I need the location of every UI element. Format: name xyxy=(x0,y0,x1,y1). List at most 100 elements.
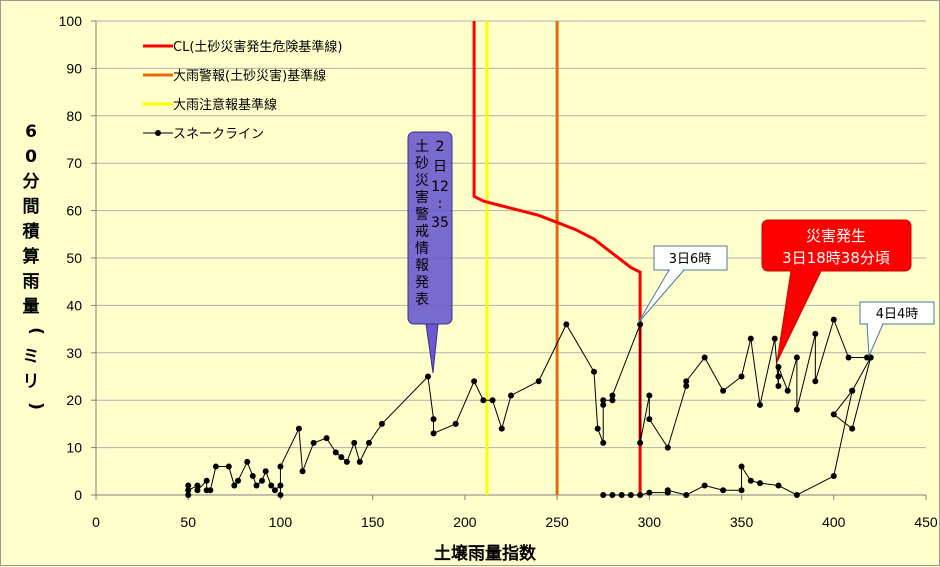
x-tick-label: 0 xyxy=(92,514,100,530)
warning-label-char: 害 xyxy=(415,190,429,206)
warning-time-char: 35 xyxy=(431,215,449,231)
y-axis-title-char: 雨 xyxy=(23,272,40,292)
data-point xyxy=(830,473,837,480)
data-point xyxy=(271,487,278,494)
data-point xyxy=(310,439,317,446)
callout-4d4h-text: 4日4時 xyxy=(876,307,919,322)
y-axis-title-char: 6 xyxy=(25,122,37,142)
x-tick-label: 300 xyxy=(638,514,662,530)
data-point xyxy=(489,397,496,404)
data-point xyxy=(812,378,819,385)
y-tick-label: 30 xyxy=(66,345,82,361)
warning-label-char: 報 xyxy=(415,258,429,274)
data-point xyxy=(738,463,745,470)
data-point xyxy=(203,477,210,484)
data-point xyxy=(185,482,192,489)
data-point xyxy=(268,482,275,489)
data-point xyxy=(535,378,542,385)
data-point xyxy=(425,373,431,380)
data-point xyxy=(784,387,791,394)
data-point xyxy=(701,354,708,361)
warning-label-char: 砂 xyxy=(415,156,429,172)
x-tick-label: 450 xyxy=(914,514,938,530)
data-point xyxy=(600,397,607,404)
warning-label-char: 情 xyxy=(415,241,429,257)
data-point xyxy=(609,492,616,498)
data-point xyxy=(338,454,345,461)
data-point xyxy=(194,487,201,494)
data-point xyxy=(351,439,358,446)
y-axis-title-char: ミ xyxy=(23,347,40,367)
legend: CL(土砂災害発生危険基準線) 大雨警報(土砂災害)基準線大雨注意報基準線スネーク… xyxy=(143,39,342,142)
data-point xyxy=(683,492,690,498)
data-point xyxy=(207,487,214,494)
data-point xyxy=(430,416,437,423)
y-tick-label: 100 xyxy=(59,13,83,29)
y-axis-title-char: 分 xyxy=(23,172,40,192)
data-point xyxy=(646,416,653,423)
data-point xyxy=(646,489,653,496)
data-point xyxy=(452,420,459,427)
data-point xyxy=(609,392,616,399)
warning-label-char: 警 xyxy=(415,207,429,223)
legend-marker xyxy=(155,130,161,136)
data-point xyxy=(185,492,192,498)
data-point xyxy=(683,378,690,385)
data-point xyxy=(480,397,487,404)
data-point xyxy=(471,378,478,385)
data-point xyxy=(235,477,242,484)
y-tick-label: 90 xyxy=(66,60,82,76)
data-point xyxy=(812,330,819,337)
data-point xyxy=(646,392,653,399)
warning-label-char: 土 xyxy=(415,139,429,155)
callout-4d4h: 4日4時 xyxy=(859,301,935,357)
data-point xyxy=(683,382,690,389)
y-tick-label: 60 xyxy=(66,203,82,219)
data-point xyxy=(332,449,339,456)
data-point xyxy=(738,373,745,380)
y-axis-title-char: 0 xyxy=(25,147,37,167)
legend-label: CL(土砂災害発生危険基準線) xyxy=(173,39,342,55)
data-point xyxy=(508,392,514,399)
data-point xyxy=(594,425,601,432)
x-tick-label: 150 xyxy=(361,514,385,530)
data-point xyxy=(775,382,782,389)
data-point xyxy=(845,354,852,361)
data-point xyxy=(664,487,671,494)
callout-3d6h-text: 3日6時 xyxy=(669,252,712,267)
warning-time-text: 2 日 12: 35 xyxy=(431,139,449,231)
data-point xyxy=(757,480,763,487)
data-point xyxy=(600,439,607,446)
disaster-title: 災害発生 xyxy=(806,227,866,245)
data-point xyxy=(775,373,782,380)
data-point xyxy=(720,487,727,494)
data-point xyxy=(664,444,671,451)
data-point xyxy=(775,482,782,489)
data-point xyxy=(378,420,385,427)
legend-label: 大雨警報(土砂災害)基準線 xyxy=(173,68,326,84)
data-point xyxy=(244,458,251,465)
warning-time-char: 12 xyxy=(431,179,449,195)
data-point xyxy=(356,458,363,465)
data-point xyxy=(701,482,708,489)
y-tick-label: 80 xyxy=(66,108,82,124)
data-point xyxy=(637,492,644,498)
data-point xyxy=(793,354,800,361)
data-point xyxy=(498,425,505,432)
series-line xyxy=(472,21,642,495)
disaster-time: 3日18時38分頃 xyxy=(782,249,890,267)
data-point xyxy=(609,397,616,404)
x-tick-label: 350 xyxy=(730,514,754,530)
data-point xyxy=(771,335,778,342)
data-point xyxy=(212,463,219,470)
warning-label-char: 災 xyxy=(415,173,429,189)
y-tick-label: 40 xyxy=(66,297,82,313)
x-tick-labels: 0 50 100 150 200 250 300 350 400 450 xyxy=(92,514,938,530)
legend-label: スネークライン xyxy=(173,127,264,142)
x-tick-label: 400 xyxy=(822,514,846,530)
x-tick-label: 200 xyxy=(453,514,477,530)
